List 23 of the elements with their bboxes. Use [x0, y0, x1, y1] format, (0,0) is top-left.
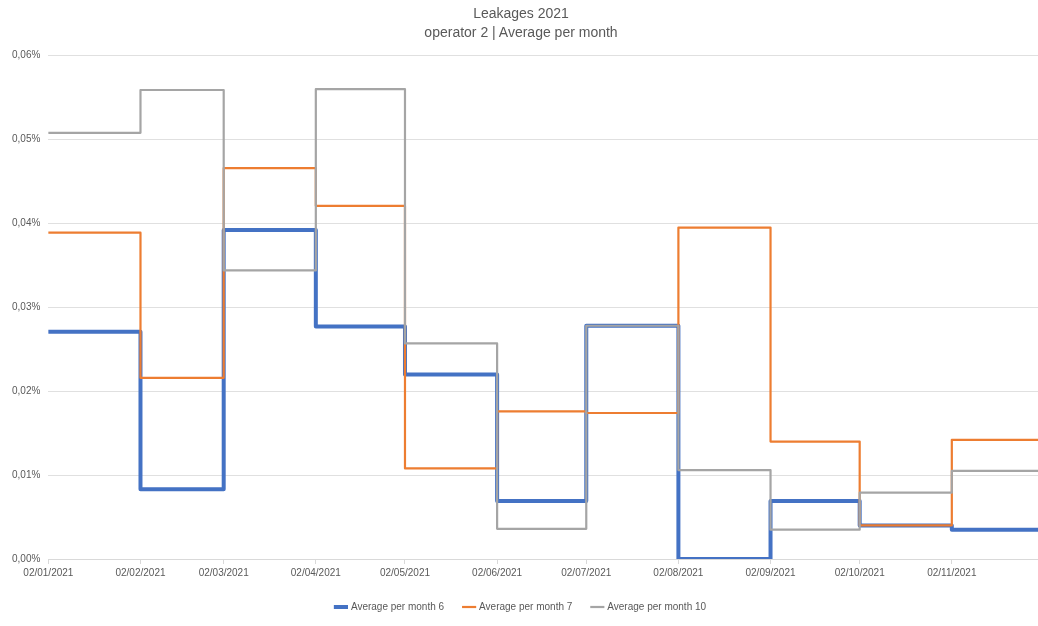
x-tick-label: 02/04/2021 — [290, 566, 342, 578]
chart-subtitle: operator 2 | Average per month — [424, 24, 618, 41]
legend-label: Average per month 7 — [479, 600, 573, 612]
x-tick-label: 02/05/2021 — [379, 566, 431, 578]
y-tick-label: 0,06% — [12, 49, 41, 61]
x-tick-label: 02/07/2021 — [561, 566, 612, 578]
y-tick-label: 0,04% — [12, 217, 41, 229]
x-tick-label: 02/10/2021 — [834, 566, 886, 578]
x-tick-label: 02/06/2021 — [472, 566, 523, 578]
x-tick-label: 02/08/2021 — [653, 566, 704, 578]
chart-title: Leakages 2021 — [473, 5, 570, 22]
x-tick-label: 02/03/2021 — [198, 566, 250, 578]
x-tick-label: 02/02/2021 — [115, 566, 166, 578]
x-tick-label: 02/11/2021 — [927, 566, 977, 578]
y-tick-label: 0,02% — [12, 384, 41, 396]
legend-label: Average per month 10 — [607, 600, 707, 612]
y-tick-label: 0,03% — [12, 301, 41, 313]
y-tick-label: 0,05% — [12, 133, 41, 145]
x-tick-label: 02/01/2021 — [23, 566, 74, 578]
x-tick-label: 02/09/2021 — [745, 566, 796, 578]
y-tick-label: 0,00% — [12, 552, 41, 564]
legend-label: Average per month 6 — [350, 600, 445, 612]
y-tick-label: 0,01% — [12, 468, 41, 480]
